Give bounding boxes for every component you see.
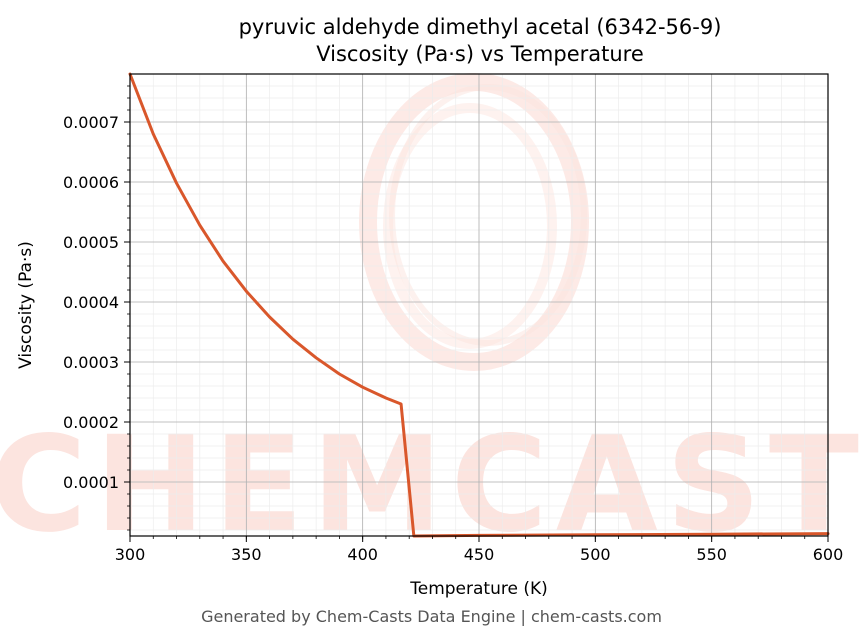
viscosity-series-line (128, 72, 830, 538)
y-tick-label: 0.0003 (63, 353, 119, 372)
y-tick-label: 0.0001 (63, 473, 119, 492)
chart-title: pyruvic aldehyde dimethyl acetal (6342-5… (239, 15, 722, 39)
chart-subtitle: Viscosity (Pa·s) vs Temperature (316, 42, 644, 66)
y-tick-label: 0.0006 (63, 173, 119, 192)
footer-credit: Generated by Chem-Casts Data Engine | ch… (201, 607, 662, 626)
x-tick-label: 350 (231, 545, 262, 564)
y-axis: 0.0001 0.0002 0.0003 0.0004 0.0005 0.0006 0.00… (63, 85, 130, 531)
y-tick-label: 0.0007 (63, 113, 119, 132)
x-tick-label: 400 (347, 545, 378, 564)
y-tick-label: 0.0002 (63, 413, 119, 432)
y-axis-label: Viscosity (Pa·s) (16, 241, 36, 369)
x-tick-label: 450 (464, 545, 495, 564)
x-tick-label: 300 (115, 545, 146, 564)
x-axis: 300 350 400 450 500 550 600 (115, 536, 844, 564)
series-layer (128, 72, 830, 538)
x-tick-label: 500 (580, 545, 611, 564)
x-axis-label: Temperature (K) (409, 579, 548, 599)
major-grid (129, 74, 829, 536)
y-tick-label: 0.0005 (63, 233, 119, 252)
y-tick-label: 0.0004 (63, 293, 119, 312)
x-tick-label: 550 (696, 545, 727, 564)
x-tick-label: 600 (813, 545, 844, 564)
